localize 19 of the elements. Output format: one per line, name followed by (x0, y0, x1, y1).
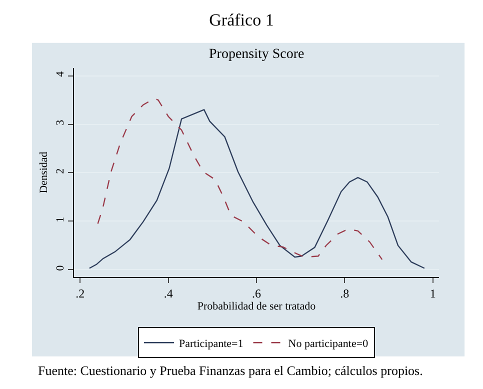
x-tick-label: .8 (340, 286, 350, 300)
y-tick-label: 1 (54, 216, 67, 222)
x-tick-label: .6 (252, 286, 261, 300)
x-tick-label: .2 (76, 286, 85, 300)
x-tick-label: 1 (430, 286, 436, 300)
y-tick-label: 4 (54, 70, 67, 77)
chart-subtitle: Propensity Score (209, 47, 304, 62)
y-axis-title: Densidad (38, 151, 50, 194)
legend-label: Participante=1 (179, 338, 244, 350)
line-series (88, 109, 426, 269)
x-axis-title: Probabilidad de ser tratado (197, 300, 316, 312)
y-tick-label: 0 (54, 264, 67, 271)
line-series (97, 98, 383, 260)
x-tick-label: .4 (164, 286, 173, 300)
source-note: Fuente: Cuestionario y Prueba Finanzas para el Cambio; cálculos propios. (38, 363, 423, 378)
chart-title: Gráfico 1 (209, 10, 274, 30)
legend-label: No participante=0 (288, 338, 369, 350)
y-tick-label: 3 (54, 119, 67, 126)
y-tick-label: 2 (54, 168, 67, 174)
